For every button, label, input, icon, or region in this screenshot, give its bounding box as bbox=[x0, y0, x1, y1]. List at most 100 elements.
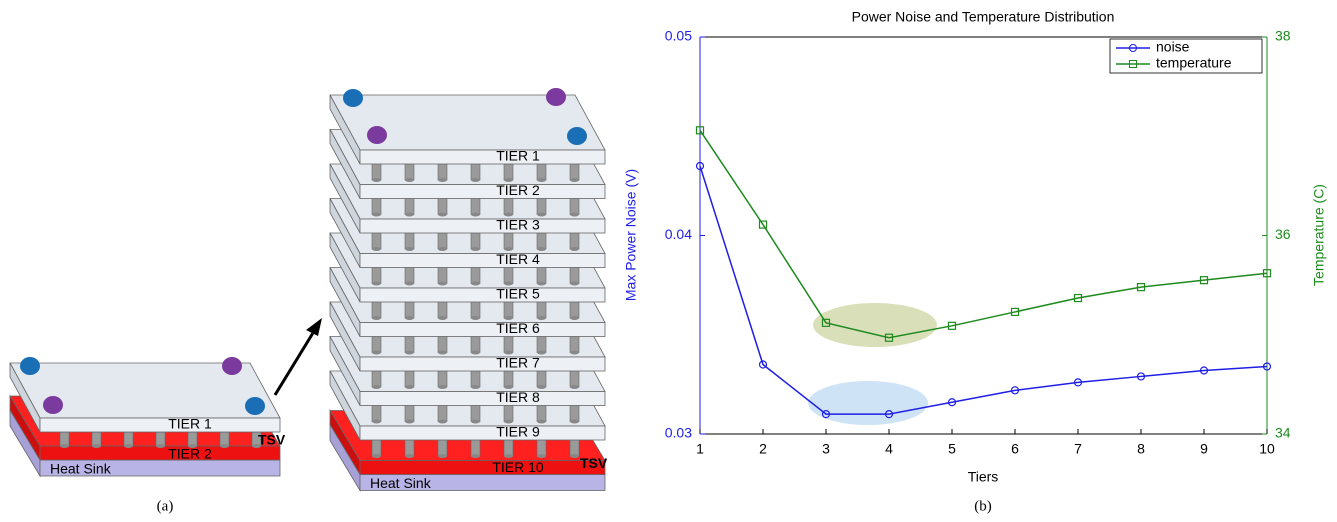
heat-sink-label: Heat Sink bbox=[370, 475, 432, 491]
tsv-pillar bbox=[437, 334, 448, 353]
tsv-label: TSV bbox=[580, 455, 608, 471]
tsv-end bbox=[60, 444, 69, 448]
tsv-pillar bbox=[59, 431, 70, 447]
tier-label: TIER 5 bbox=[496, 286, 540, 302]
contact-dot bbox=[367, 126, 387, 144]
tsv-pillar bbox=[503, 368, 514, 388]
tsv-pillar bbox=[470, 265, 481, 284]
tsv-pillar bbox=[404, 334, 415, 353]
legend-label: temperature bbox=[1156, 55, 1232, 71]
marker bbox=[1073, 293, 1083, 303]
slab-front bbox=[39, 445, 281, 461]
tsv-pillar bbox=[569, 265, 580, 284]
tsv-end bbox=[252, 444, 261, 448]
tsv-end bbox=[504, 419, 513, 424]
tsv-end bbox=[537, 178, 546, 182]
marker bbox=[695, 161, 705, 171]
caption-b: (b) bbox=[974, 498, 992, 514]
tsv-pillar bbox=[91, 431, 102, 447]
tsv-end bbox=[504, 350, 513, 355]
tsv-pillar bbox=[404, 161, 415, 181]
tsv-end bbox=[372, 178, 381, 182]
tsv-pillar bbox=[569, 230, 580, 250]
tsv-end bbox=[570, 281, 579, 286]
tsv-pillar bbox=[371, 161, 382, 181]
tier-label: TIER 8 bbox=[496, 389, 540, 405]
tsv-pillar bbox=[437, 403, 448, 422]
tsv-end bbox=[438, 316, 447, 320]
tsv-end bbox=[438, 247, 447, 251]
tsv-end bbox=[570, 316, 579, 320]
caption-a: (a) bbox=[157, 498, 174, 514]
tsv-end bbox=[405, 316, 414, 320]
slab-front bbox=[359, 184, 606, 199]
tsv-end bbox=[220, 444, 229, 448]
tsv-end bbox=[471, 281, 480, 286]
marker bbox=[884, 333, 894, 342]
tsv-end bbox=[504, 454, 513, 458]
tier-label: TIER 9 bbox=[496, 424, 540, 440]
marker bbox=[947, 321, 957, 330]
y2-axis-label: Temperature (C) bbox=[1311, 184, 1327, 286]
marker bbox=[1262, 362, 1272, 371]
tsv-pillar bbox=[536, 230, 547, 250]
x-tick-label: 9 bbox=[1200, 441, 1208, 457]
tsv-end bbox=[471, 247, 480, 251]
slab-front bbox=[359, 391, 606, 406]
slab-front bbox=[359, 287, 606, 303]
tsv-pillar bbox=[569, 403, 580, 422]
marker bbox=[1199, 276, 1209, 285]
tier-label: TIER 4 bbox=[496, 251, 540, 267]
tsv-pillar bbox=[437, 161, 448, 181]
highlight-temperature bbox=[813, 303, 937, 347]
x-tick-label: 8 bbox=[1137, 441, 1145, 457]
tsv-end bbox=[405, 281, 414, 286]
tsv-end bbox=[537, 350, 546, 355]
tsv-pillar bbox=[536, 265, 547, 284]
slab-front bbox=[359, 218, 606, 234]
tsv-end bbox=[438, 212, 447, 217]
tsv-end bbox=[405, 350, 414, 355]
tier-label: TIER 3 bbox=[496, 217, 540, 233]
tier-label: TIER 1 bbox=[168, 416, 212, 432]
x-tick-label: 5 bbox=[948, 441, 956, 457]
tsv-pillar bbox=[536, 403, 547, 422]
tsv-end bbox=[438, 385, 447, 389]
tsv-end bbox=[537, 385, 546, 389]
tsv-end bbox=[504, 281, 513, 286]
arrow bbox=[273, 327, 318, 396]
y-tick-label: 0.03 bbox=[665, 425, 692, 441]
tsv-end bbox=[570, 385, 579, 389]
tsv-end bbox=[372, 212, 381, 217]
x-axis-label: Tiers bbox=[968, 469, 999, 485]
tsv-pillar bbox=[470, 196, 481, 215]
tsv-end bbox=[372, 454, 381, 458]
tsv-pillar bbox=[371, 437, 382, 457]
tsv-pillar bbox=[470, 368, 481, 388]
slab-front bbox=[359, 253, 606, 268]
tsv-end bbox=[438, 281, 447, 286]
tsv-end bbox=[537, 316, 546, 320]
contact-dot bbox=[222, 357, 242, 375]
chart-title: Power Noise and Temperature Distribution bbox=[852, 9, 1115, 25]
tsv-pillar bbox=[437, 299, 448, 319]
tsv-pillar bbox=[470, 403, 481, 422]
tsv-pillar bbox=[371, 230, 382, 250]
y2-tick-label: 34 bbox=[1275, 425, 1291, 441]
tsv-end bbox=[188, 444, 197, 448]
tsv-end bbox=[537, 247, 546, 251]
marker bbox=[1010, 307, 1020, 317]
tsv-pillar bbox=[437, 437, 448, 457]
y-tick-label: 0.05 bbox=[665, 28, 692, 44]
tier-label: TIER 10 bbox=[492, 459, 544, 475]
tsv-label: TSV bbox=[258, 432, 286, 448]
tsv-pillar bbox=[470, 437, 481, 457]
x-tick-label: 4 bbox=[885, 441, 893, 457]
tsv-pillar bbox=[503, 230, 514, 250]
slab-front bbox=[39, 417, 281, 433]
tsv-pillar bbox=[503, 403, 514, 422]
tsv-pillar bbox=[503, 161, 514, 181]
tsv-pillar bbox=[371, 403, 382, 422]
tsv-end bbox=[438, 178, 447, 182]
tsv-pillar bbox=[503, 196, 514, 215]
